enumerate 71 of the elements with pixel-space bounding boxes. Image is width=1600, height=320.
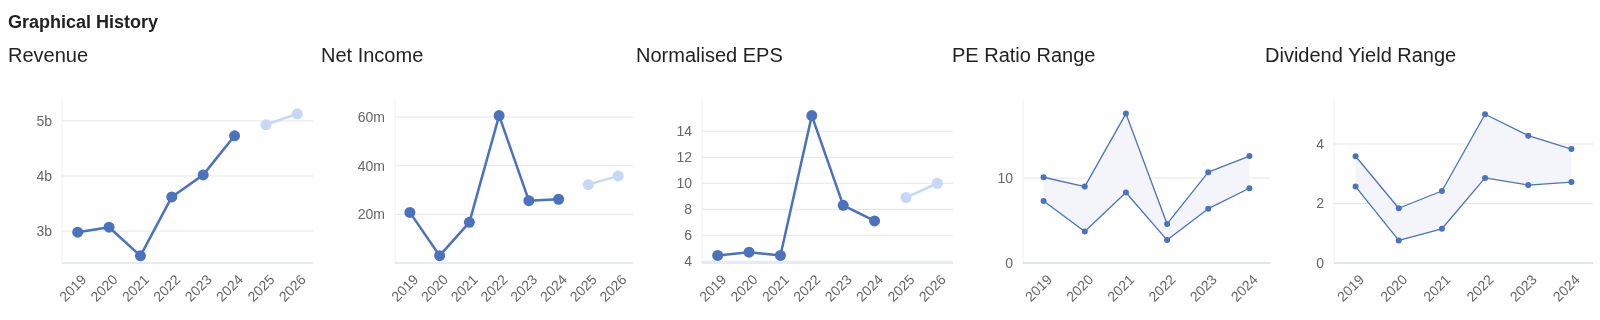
point: [869, 215, 881, 227]
point: [523, 195, 535, 207]
point: [1122, 110, 1129, 117]
point: [837, 199, 849, 211]
point: [1246, 185, 1253, 192]
y-tick-label: 12: [676, 149, 693, 166]
point: [1164, 220, 1171, 227]
point: [743, 246, 755, 258]
y-tick-label: 4: [684, 253, 693, 270]
y-tick-label: 8: [684, 201, 693, 218]
y-tick-label: 6: [684, 227, 693, 244]
point: [434, 250, 446, 262]
y-tick-label: 14: [676, 123, 693, 140]
point: [1205, 205, 1212, 212]
y-tick-label: 2: [1316, 195, 1325, 212]
point: [134, 250, 146, 262]
point: [1568, 179, 1575, 186]
y-tick-label: 60m: [357, 108, 385, 125]
point: [229, 130, 241, 142]
point: [1482, 174, 1489, 181]
point: [103, 221, 115, 233]
point: [1164, 237, 1171, 244]
point: [1525, 132, 1532, 139]
point: [1352, 153, 1359, 160]
text: Graphical History: [8, 12, 159, 32]
y-tick-label: 3b: [36, 222, 53, 239]
chart-title: Normalised EPS: [636, 44, 783, 66]
point: [712, 249, 724, 261]
point: [1081, 183, 1088, 190]
point: [931, 177, 943, 189]
point: [1040, 174, 1047, 181]
point: [1395, 237, 1402, 244]
point: [774, 249, 786, 261]
y-tick-label: 4: [1316, 135, 1325, 152]
point: [900, 192, 912, 204]
point: [1122, 189, 1129, 196]
point: [166, 191, 178, 203]
point: [1352, 183, 1359, 190]
point: [1482, 111, 1489, 118]
y-tick-label: 10: [997, 170, 1014, 186]
y-tick-label: 20m: [357, 206, 385, 223]
point: [553, 193, 565, 205]
y-tick-label: 0: [1005, 254, 1014, 271]
chart-title: Net Income: [321, 44, 424, 66]
point: [404, 206, 416, 218]
point: [1205, 169, 1212, 176]
point: [1395, 205, 1402, 212]
point: [72, 226, 84, 238]
point: [260, 119, 272, 131]
point: [612, 170, 624, 182]
point: [197, 169, 209, 181]
point: [1525, 182, 1532, 189]
y-tick-label: 5b: [36, 112, 53, 129]
point: [1040, 198, 1047, 205]
y-tick-label: 4b: [36, 167, 53, 184]
chart-title: PE Ratio Range: [952, 44, 1096, 66]
chart-title: Revenue: [8, 44, 89, 66]
y-tick-label: 40m: [357, 157, 385, 174]
point: [1438, 188, 1445, 195]
point: [1568, 146, 1575, 153]
point: [1081, 228, 1088, 235]
point: [1438, 225, 1445, 232]
point: [1246, 153, 1253, 160]
point: [582, 179, 594, 191]
point: [806, 110, 818, 122]
y-tick-label: 0: [1316, 254, 1325, 271]
point: [463, 216, 475, 228]
point: [291, 108, 303, 120]
y-tick-label: 10: [676, 175, 693, 192]
point: [493, 110, 505, 122]
chart-title: Dividend Yield Range: [1265, 44, 1457, 66]
